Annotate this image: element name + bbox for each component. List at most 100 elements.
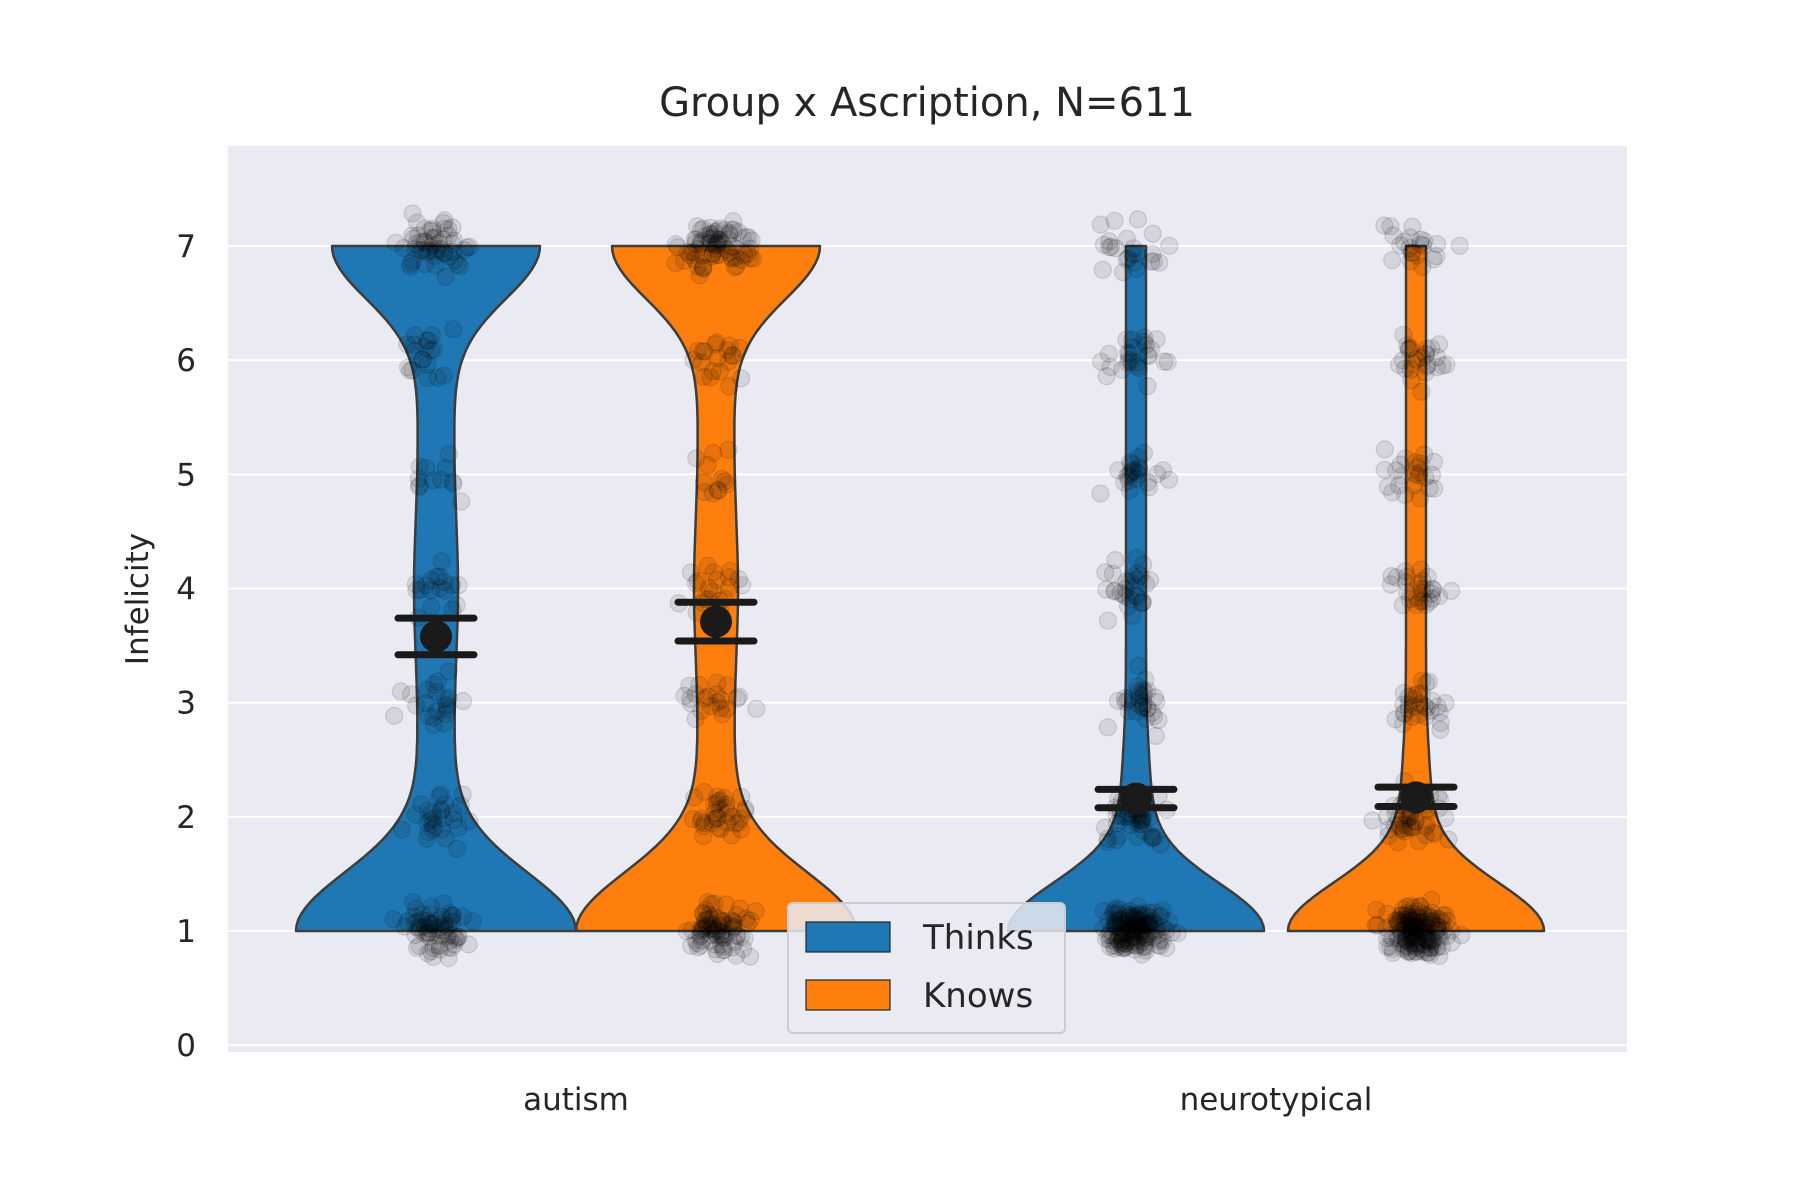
data-point [1100, 238, 1119, 257]
data-point [1096, 563, 1115, 582]
data-point [1091, 484, 1110, 503]
data-point [1121, 901, 1140, 921]
data-point [1424, 930, 1444, 949]
data-point [439, 226, 458, 245]
data-point [1121, 463, 1140, 482]
data-point [1422, 915, 1441, 934]
data-point [736, 802, 755, 821]
data-point [718, 676, 737, 695]
data-point [720, 578, 739, 597]
data-point [715, 220, 734, 239]
data-point [1094, 902, 1114, 921]
data-point [421, 897, 441, 917]
data-point [1125, 920, 1145, 939]
data-point [1135, 908, 1155, 927]
data-point [1411, 235, 1430, 254]
data-point [1402, 916, 1421, 935]
data-point [1124, 914, 1144, 933]
data-point [711, 819, 730, 839]
data-point [1143, 703, 1162, 723]
data-point [455, 241, 474, 260]
data-point [703, 813, 722, 833]
data-point [681, 563, 701, 582]
legend-swatch-thinks [805, 921, 891, 953]
data-point [1417, 917, 1436, 937]
data-point [1110, 918, 1130, 937]
data-point [714, 937, 733, 956]
data-point [1091, 215, 1110, 234]
data-point [1125, 935, 1144, 955]
data-point [1121, 909, 1141, 928]
data-point [1406, 918, 1426, 938]
data-point [1417, 915, 1436, 935]
data-point [419, 822, 438, 842]
data-point [1129, 929, 1148, 949]
data-point [439, 688, 458, 708]
data-point [1128, 564, 1147, 583]
data-point [715, 940, 734, 960]
data-point [407, 899, 426, 918]
data-point [1099, 344, 1119, 363]
data-point [449, 818, 468, 837]
data-point [704, 443, 723, 463]
data-point [1377, 918, 1396, 938]
data-point [1135, 682, 1154, 701]
data-point [1414, 923, 1433, 942]
data-point [1402, 911, 1421, 930]
data-point [406, 925, 425, 945]
data-point [1407, 246, 1426, 265]
data-point [1119, 919, 1138, 938]
data-point [1402, 911, 1421, 930]
data-point [443, 912, 462, 932]
data-point [1391, 921, 1410, 940]
data-point [1383, 943, 1403, 963]
data-point [427, 567, 446, 586]
data-point [1404, 686, 1423, 705]
data-point [1423, 932, 1442, 951]
data-point [1394, 325, 1413, 344]
data-point [424, 914, 444, 934]
data-point [413, 350, 432, 369]
data-point [1139, 346, 1158, 365]
data-point [416, 576, 436, 595]
data-point [1413, 913, 1432, 932]
data-point [698, 918, 717, 937]
data-point [1395, 485, 1415, 504]
data-point [1148, 465, 1167, 484]
data-point [701, 919, 720, 938]
data-point [692, 931, 712, 950]
data-point [718, 813, 737, 832]
data-point [1423, 580, 1443, 599]
data-point [1396, 910, 1416, 929]
data-point [417, 924, 436, 944]
data-point [1127, 244, 1146, 263]
data-point [1138, 377, 1157, 396]
data-point [1428, 921, 1447, 940]
data-point [1391, 910, 1410, 930]
data-point [1422, 908, 1441, 928]
data-point [1396, 359, 1415, 378]
data-point [1398, 582, 1417, 602]
data-point [1403, 354, 1422, 373]
data-point [1396, 914, 1415, 934]
data-point [1108, 904, 1128, 923]
data-point [1136, 941, 1156, 960]
data-point [1421, 912, 1440, 931]
data-point [1426, 921, 1445, 940]
data-point [451, 796, 470, 815]
y-tick-label: 0 [176, 1028, 196, 1064]
data-point [427, 911, 446, 930]
data-point [453, 691, 473, 711]
data-point [439, 662, 458, 681]
data-point [727, 239, 746, 258]
data-point [1128, 827, 1147, 847]
data-point [695, 689, 715, 708]
data-point [706, 940, 725, 959]
data-point [1132, 593, 1152, 612]
data-point [1103, 926, 1123, 946]
data-point [1098, 829, 1117, 848]
data-point [727, 689, 747, 708]
data-point [434, 366, 453, 385]
data-point [1436, 693, 1455, 713]
